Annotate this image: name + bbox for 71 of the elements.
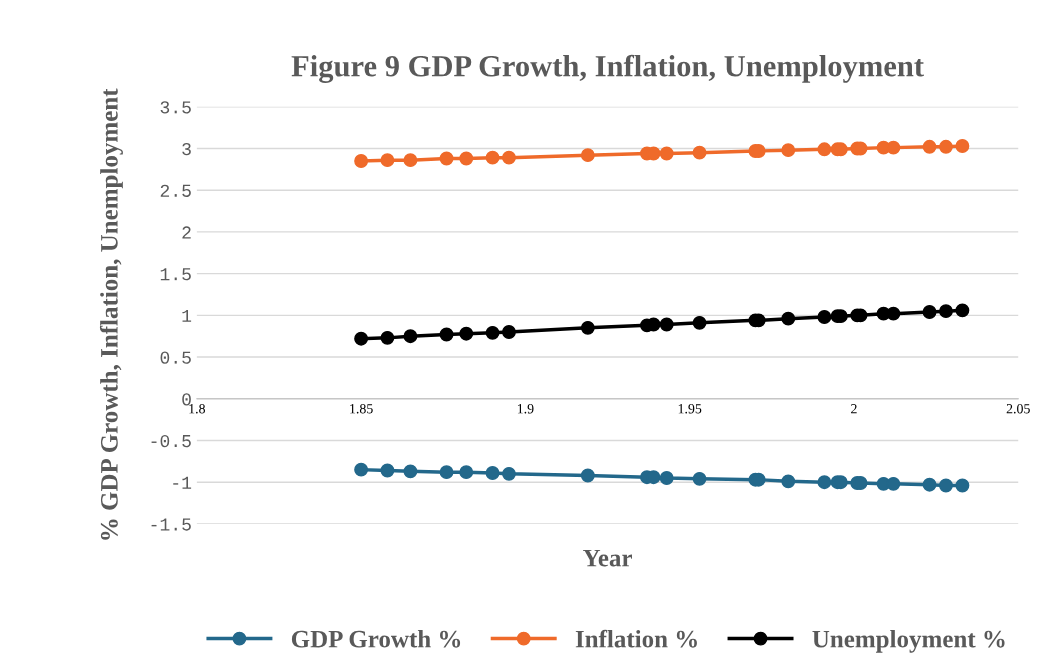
x-tick-label: 2.05 [1006,404,1030,414]
legend-label: Unemployment % [812,629,1005,653]
point [922,305,937,319]
y-axis-title: % GDP Growth, Inflation, Unemployment [99,88,123,540]
y-tick-label: -1 [173,476,192,489]
point [502,325,516,339]
point [354,154,369,168]
point [459,326,474,341]
point [781,311,796,326]
point [817,142,832,157]
point [580,468,595,483]
y-tick-label: 2.5 [160,184,191,197]
point [886,476,901,491]
point [580,148,595,163]
point [580,320,595,335]
point [439,465,454,480]
y-tick-label: 1 [182,309,192,322]
x-tick-label: 1.8 [189,404,205,414]
point [485,466,500,480]
y-tick-label: 0 [182,393,191,406]
point [459,465,474,480]
point [659,146,674,161]
point [817,475,832,490]
point [485,325,500,340]
point [659,471,674,485]
point [439,151,454,166]
point [502,150,516,165]
point [886,306,901,321]
chart-title: Figure 9 GDP Growth, Inflation, Unemployment [291,54,924,83]
y-tick-label: -1.5 [151,518,191,531]
point [955,303,970,318]
point [380,330,395,345]
point [939,304,953,319]
legend-label: GDP Growth % [291,629,461,648]
x-tick-label: 2 [851,404,857,414]
point [380,153,395,168]
y-tick-label: 2 [182,226,191,239]
y-tick-label: 0.5 [160,351,191,364]
x-tick-label: 1.95 [678,404,702,414]
point [354,462,369,477]
point [692,471,707,486]
point [403,464,418,479]
point [459,151,474,166]
x-tick-label: 1.85 [350,404,373,414]
point [886,140,901,155]
point [354,331,369,346]
y-tick-label: 1.5 [160,268,191,281]
point [403,153,418,168]
point [659,317,674,332]
point [939,478,953,493]
point [485,150,500,165]
point [781,143,796,158]
point [939,139,953,154]
point [922,477,937,492]
y-tick-label: 3.5 [160,101,191,114]
point [955,478,970,493]
x-tick-label: 1.9 [517,404,534,414]
point [955,139,970,153]
point [380,463,395,478]
y-tick-label: 3 [182,142,191,156]
point [692,315,707,330]
point [403,329,418,344]
point [781,474,796,489]
point [502,466,516,481]
point [922,139,937,154]
y-tick-label: -0.5 [151,434,191,448]
legend-label: Inflation % [575,629,697,648]
point [692,145,707,160]
point [817,310,832,324]
x-axis-title: Year [583,549,632,567]
point [439,327,454,342]
